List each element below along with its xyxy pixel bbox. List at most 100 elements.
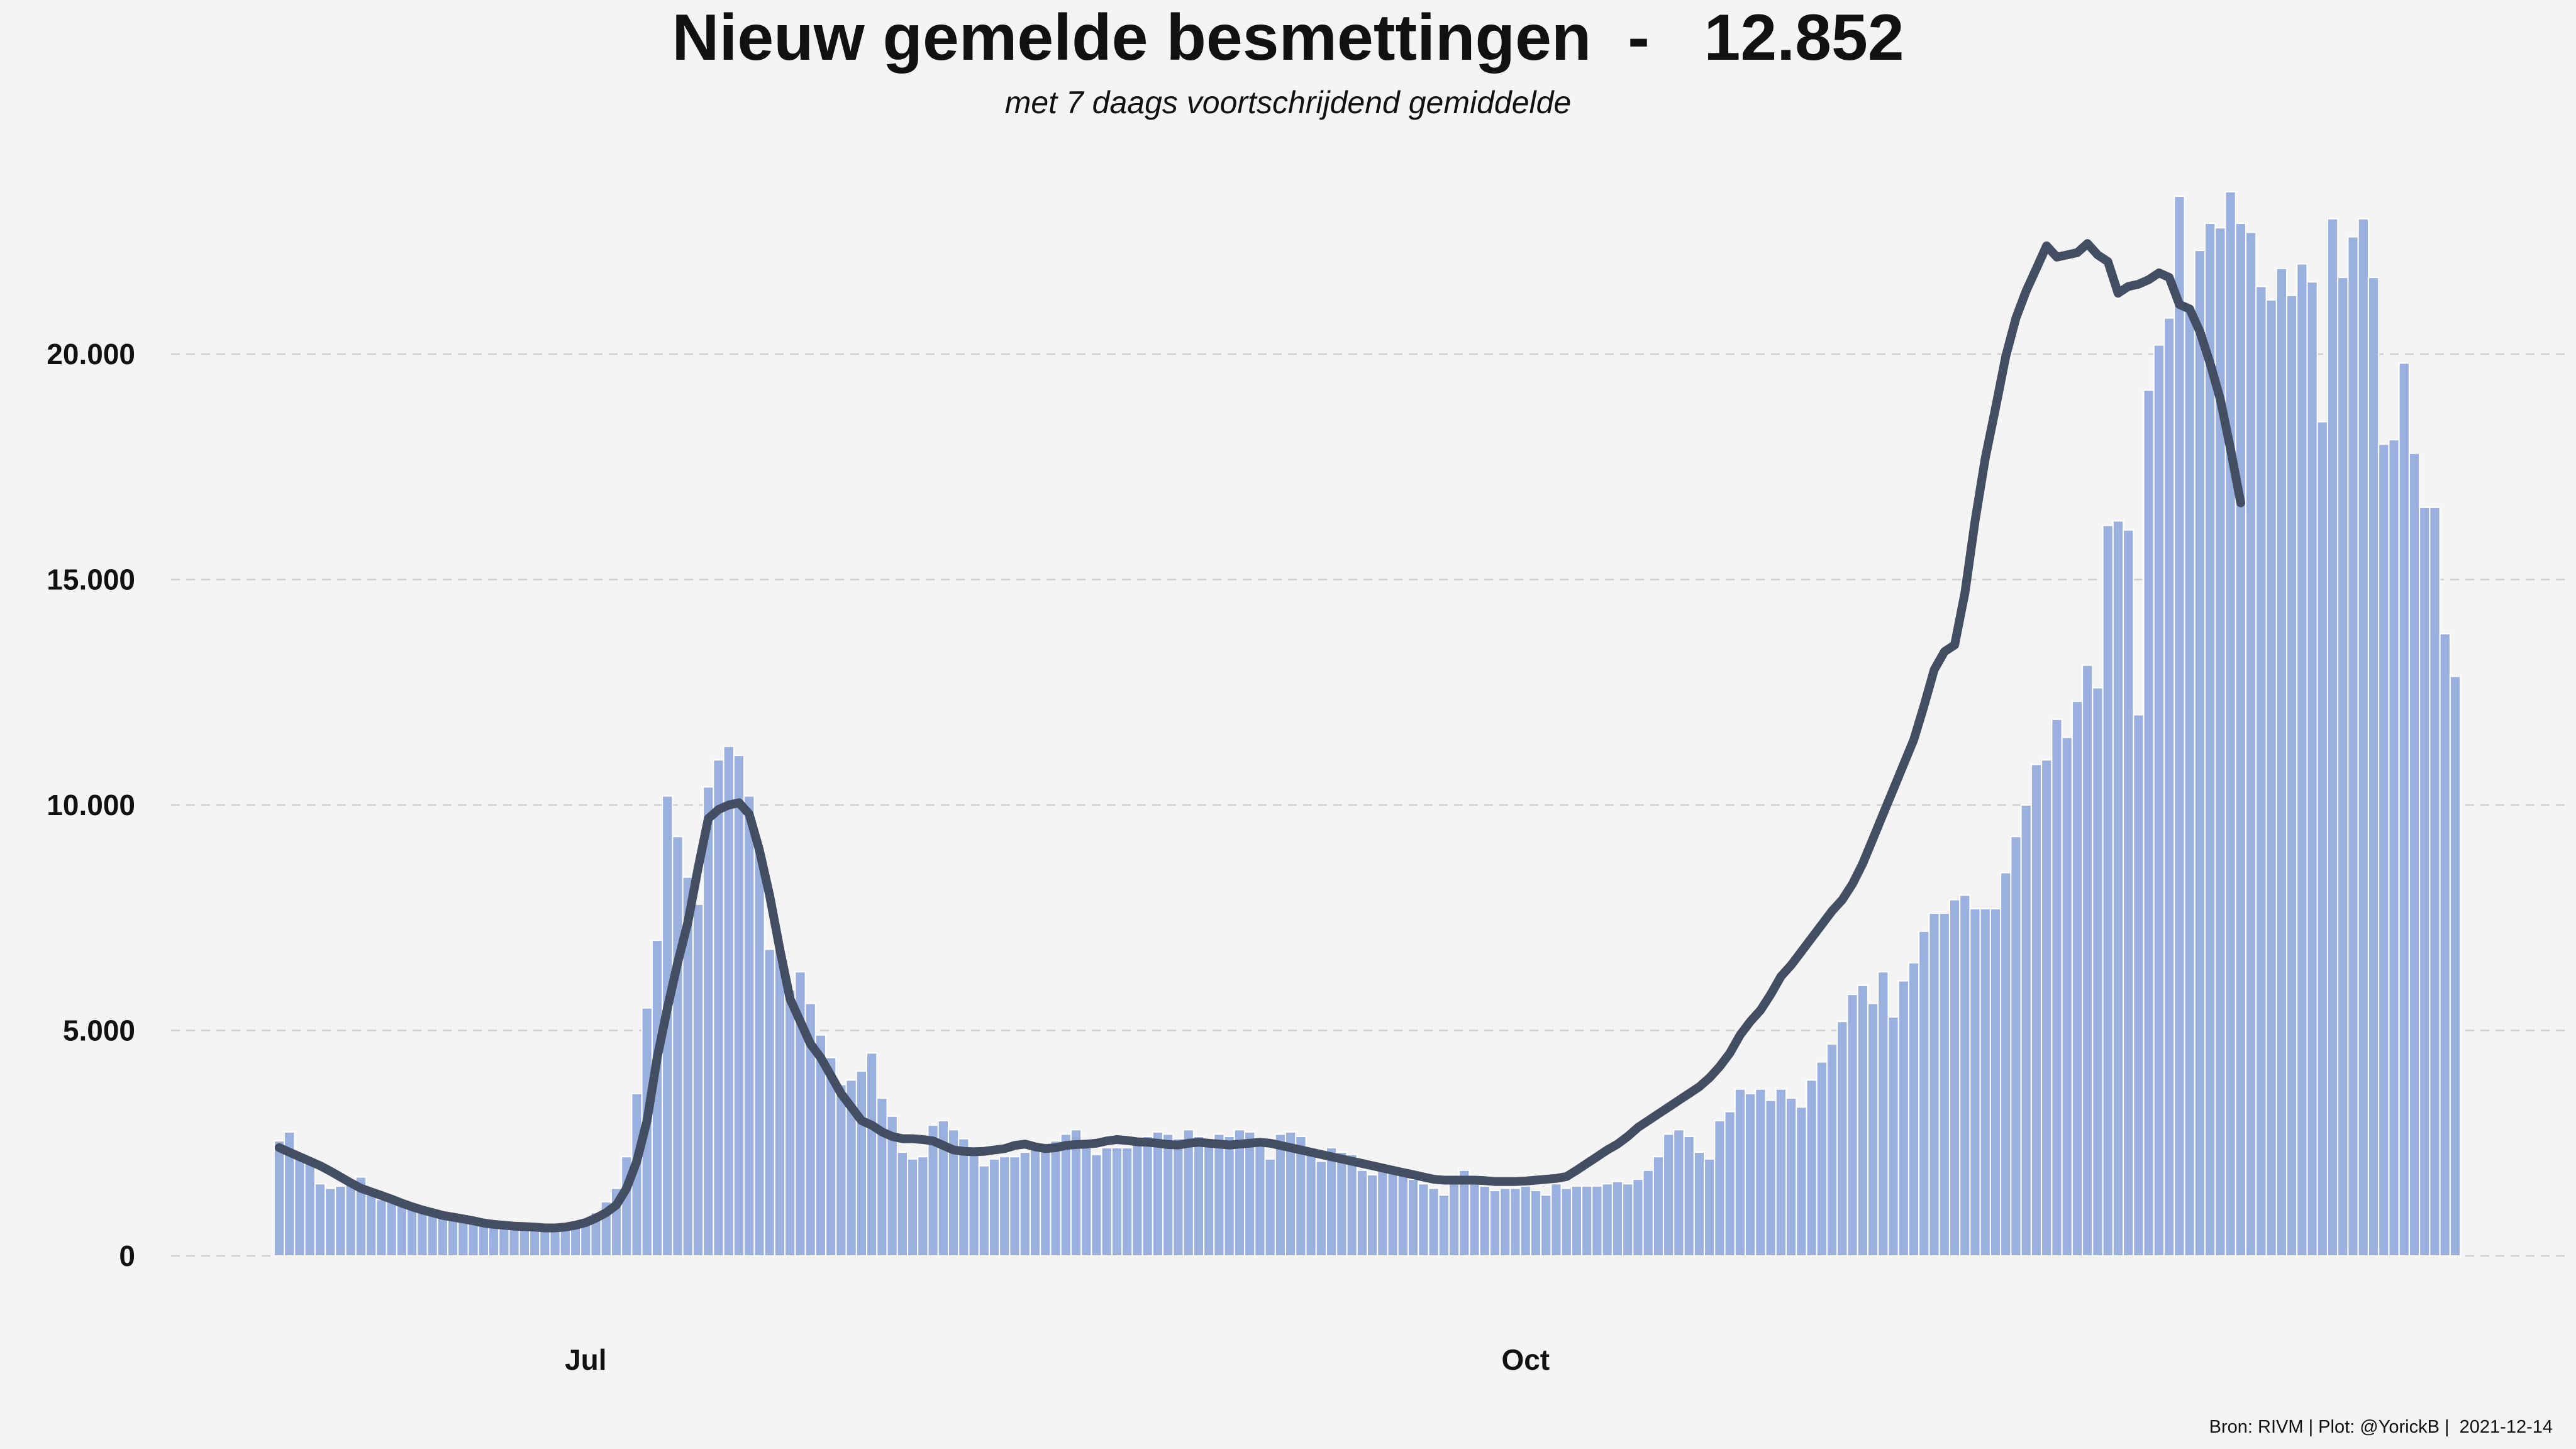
bar bbox=[1591, 1185, 1603, 1257]
bar bbox=[1560, 1187, 1572, 1257]
bar bbox=[1928, 913, 1940, 1257]
bar bbox=[1714, 1119, 1726, 1257]
bar bbox=[2194, 250, 2206, 1257]
bar bbox=[1611, 1180, 1624, 1257]
bar bbox=[508, 1226, 520, 1257]
bar bbox=[763, 948, 775, 1257]
bar bbox=[1530, 1190, 1542, 1257]
bar bbox=[2285, 294, 2298, 1257]
bar bbox=[1254, 1138, 1266, 1257]
bar bbox=[2112, 520, 2124, 1257]
bar bbox=[335, 1185, 347, 1257]
bar bbox=[1387, 1169, 1399, 1257]
bar bbox=[1407, 1179, 1419, 1257]
bar bbox=[1979, 908, 1991, 1257]
bar bbox=[2184, 308, 2196, 1257]
bar bbox=[835, 1084, 847, 1257]
bar bbox=[855, 1070, 868, 1257]
bar bbox=[1152, 1131, 1164, 1257]
bar bbox=[1213, 1133, 1225, 1257]
bar bbox=[1796, 1106, 1807, 1257]
y-tick-label: 10.000 bbox=[47, 789, 135, 821]
bar bbox=[1938, 913, 1950, 1257]
bar bbox=[876, 1097, 888, 1257]
bar bbox=[528, 1229, 541, 1257]
bar bbox=[1172, 1138, 1184, 1257]
bar bbox=[2449, 675, 2462, 1257]
bar bbox=[1489, 1190, 1501, 1257]
bar bbox=[723, 745, 735, 1257]
bar bbox=[999, 1156, 1011, 1257]
bar bbox=[2316, 421, 2328, 1257]
bar bbox=[1887, 1016, 1899, 1257]
bar bbox=[386, 1199, 397, 1257]
bar bbox=[2367, 277, 2380, 1257]
bar bbox=[753, 849, 765, 1257]
bar bbox=[2306, 281, 2318, 1257]
bar bbox=[1326, 1146, 1338, 1257]
bar bbox=[774, 948, 786, 1257]
bar bbox=[1846, 994, 1858, 1257]
bar bbox=[1867, 1002, 1879, 1257]
bar bbox=[1693, 1152, 1706, 1257]
bar bbox=[1918, 930, 1930, 1257]
bar bbox=[375, 1199, 387, 1257]
bar bbox=[2296, 263, 2308, 1257]
bar bbox=[2245, 231, 2257, 1257]
bar bbox=[345, 1180, 357, 1257]
bar bbox=[1519, 1185, 1531, 1257]
bar bbox=[294, 1156, 306, 1257]
source-caption: Bron: RIVM | Plot: @YorickB | 2021-12-14 bbox=[2209, 1417, 2553, 1437]
bar bbox=[2419, 506, 2431, 1257]
bar bbox=[1264, 1158, 1276, 1257]
bar bbox=[2439, 633, 2451, 1257]
bar bbox=[2388, 439, 2400, 1257]
bar bbox=[2071, 701, 2084, 1257]
bar bbox=[1785, 1097, 1797, 1257]
bar bbox=[2041, 759, 2053, 1257]
bar bbox=[2275, 267, 2287, 1257]
bar bbox=[2337, 277, 2349, 1257]
bar bbox=[2235, 223, 2246, 1257]
moving-average-line-group bbox=[275, 239, 2245, 1233]
bar bbox=[1632, 1179, 1644, 1257]
bar bbox=[426, 1214, 438, 1257]
bar bbox=[1305, 1152, 1317, 1257]
bar bbox=[1601, 1183, 1613, 1257]
bar bbox=[1570, 1185, 1583, 1257]
bar bbox=[2000, 872, 2012, 1257]
bar bbox=[1652, 1156, 1665, 1257]
bar bbox=[488, 1224, 500, 1257]
bar bbox=[1377, 1169, 1389, 1257]
bar bbox=[539, 1230, 551, 1257]
bar bbox=[549, 1228, 561, 1257]
bar bbox=[1622, 1183, 1634, 1257]
x-axis: Jul Oct bbox=[565, 1343, 1550, 1376]
bar bbox=[1040, 1142, 1052, 1257]
bar bbox=[1182, 1129, 1194, 1257]
bar bbox=[1948, 899, 1961, 1257]
bar bbox=[2398, 362, 2410, 1257]
bar bbox=[692, 903, 704, 1257]
bar bbox=[396, 1203, 408, 1257]
bar bbox=[498, 1224, 510, 1257]
bar bbox=[2051, 718, 2063, 1257]
bar bbox=[1907, 962, 1920, 1257]
bar bbox=[1203, 1142, 1215, 1257]
bar bbox=[1141, 1135, 1153, 1257]
bar bbox=[1775, 1088, 1787, 1257]
bar bbox=[784, 989, 796, 1257]
bar bbox=[1468, 1183, 1480, 1257]
bar bbox=[1019, 1152, 1031, 1257]
bar bbox=[1397, 1172, 1409, 1257]
bar bbox=[1745, 1092, 1757, 1257]
bar bbox=[1683, 1135, 1695, 1257]
bar bbox=[365, 1194, 377, 1257]
bar bbox=[2357, 218, 2369, 1257]
bar bbox=[1101, 1146, 1113, 1257]
bar bbox=[743, 795, 755, 1257]
bar bbox=[1836, 1021, 1848, 1257]
bar bbox=[1029, 1146, 1041, 1257]
bars bbox=[273, 191, 2462, 1257]
bar bbox=[2429, 506, 2441, 1257]
